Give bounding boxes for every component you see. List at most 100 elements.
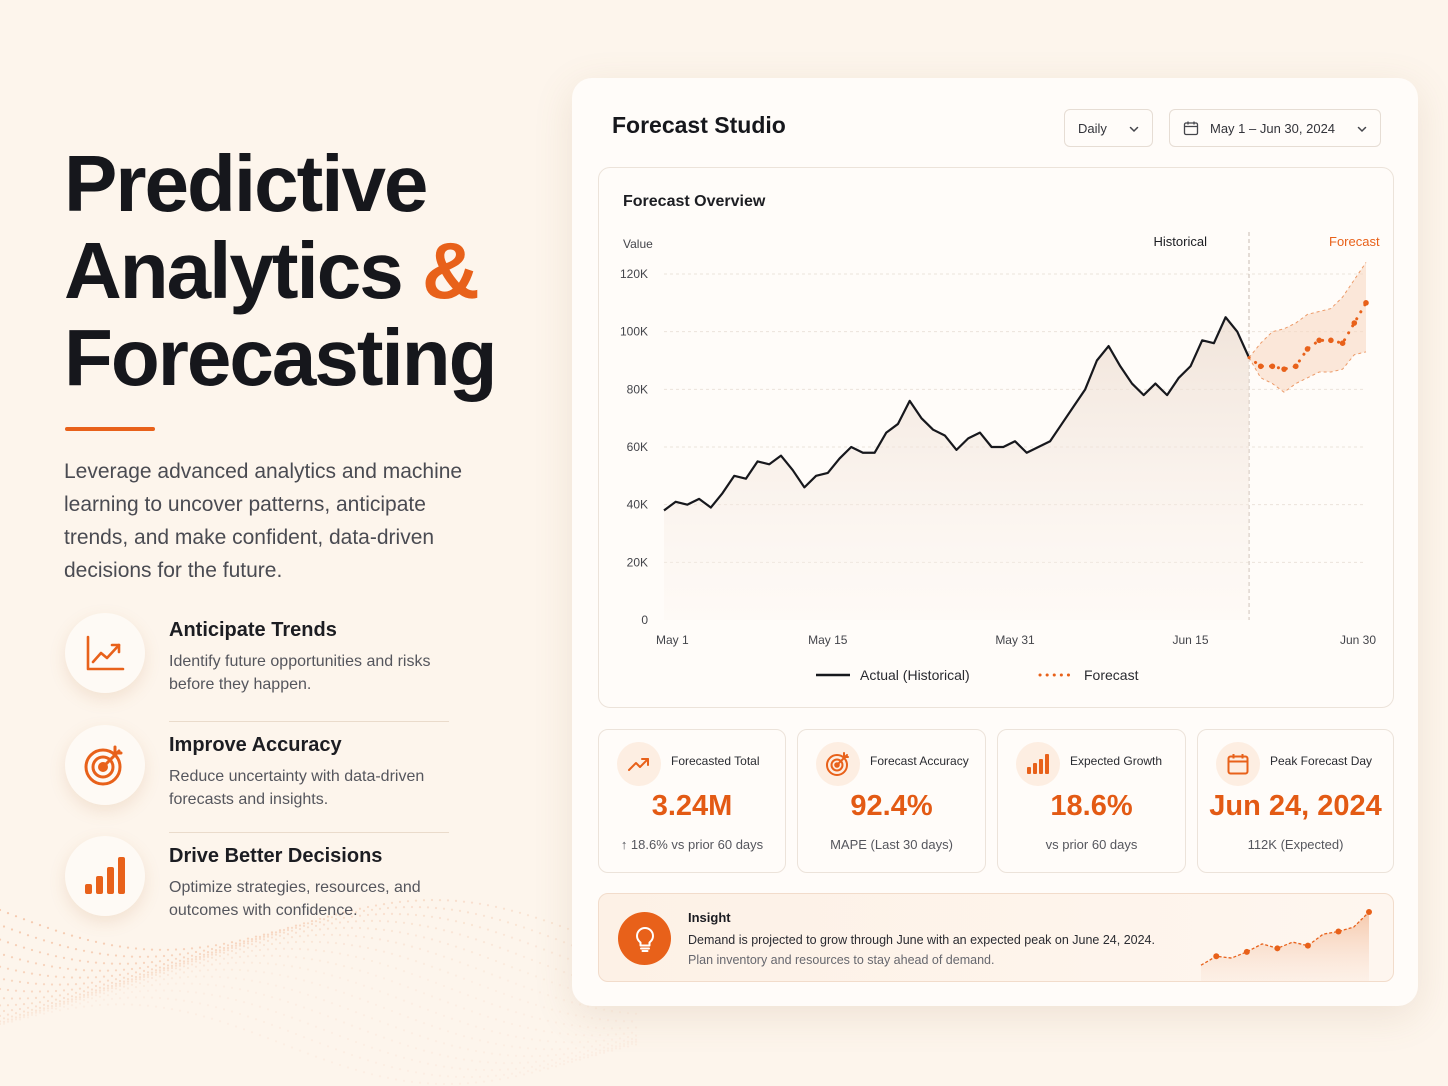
date-range-select[interactable]: May 1 – Jun 30, 2024: [1169, 109, 1381, 147]
calendar-icon: [1183, 121, 1199, 136]
granularity-value: Daily: [1078, 120, 1107, 136]
insight-banner: Insight Demand is projected to grow thro…: [598, 893, 1394, 982]
wave-dots: [0, 898, 638, 1086]
sparkline-area: [1201, 912, 1369, 982]
y-tick-label: 20K: [627, 555, 648, 569]
feature-item-anticipate-trends: Anticipate Trends Identify future opport…: [64, 610, 449, 721]
stat-label: Forecasted Total: [671, 754, 760, 768]
forecast-point: [1257, 363, 1264, 370]
date-range-value: May 1 – Jun 30, 2024: [1210, 120, 1336, 136]
insight-title: Insight: [688, 910, 731, 925]
target-icon: [65, 725, 145, 805]
insight-sparkline: [1200, 909, 1372, 982]
forecast-point: [1304, 346, 1311, 352]
stat-value: 3.24M: [651, 790, 733, 822]
forecast-point: [1281, 366, 1287, 372]
y-tick-label: 80K: [627, 382, 648, 396]
feature-title: Drive Better Decisions: [169, 845, 383, 867]
bar-chart-icon: [1016, 742, 1060, 786]
y-axis-title: Value: [623, 237, 653, 251]
hero-title-line1: Predictive: [64, 139, 428, 228]
forecast-band-lower: [1248, 351, 1367, 393]
forecast-point: [1351, 320, 1358, 326]
hero-divider: [65, 427, 155, 431]
hero-title: Predictive Analytics & Forecasting: [64, 140, 534, 401]
dot-wave-decoration: [0, 898, 638, 1086]
forecast-dashboard: Forecast Studio Daily May 1 – Jun 30, 20…: [572, 78, 1418, 1006]
stat-card-peak-forecast-day: Peak Forecast Day Jun 24, 2024 112K (Exp…: [1197, 729, 1394, 873]
forecast-confidence-band: [1249, 262, 1366, 393]
target-icon: [816, 742, 860, 786]
stat-label: Expected Growth: [1070, 754, 1163, 768]
forecast-band-upper: [1248, 262, 1367, 358]
legend-forecast-label: Forecast: [1084, 667, 1139, 683]
trend-up-icon: [65, 613, 145, 693]
x-tick-label: May 31: [995, 633, 1035, 647]
feature-description: Identify future opportunities and risks …: [169, 653, 431, 693]
trend-up-icon: [617, 742, 661, 786]
feature-title: Anticipate Trends: [169, 619, 337, 641]
y-tick-label: 120K: [620, 267, 648, 281]
x-tick-label: Jun 15: [1172, 633, 1208, 647]
x-tick-label: May 15: [808, 633, 848, 647]
chevron-down-icon: [1357, 126, 1367, 133]
historical-area: [664, 317, 1249, 620]
forecast-point: [1269, 363, 1276, 370]
stat-value: Jun 24, 2024: [1209, 790, 1382, 822]
y-tick-label: 100K: [620, 325, 648, 339]
sparkline-point: [1213, 953, 1220, 960]
forecast-point: [1339, 340, 1346, 346]
feature-list: Anticipate Trends Identify future opport…: [64, 610, 449, 943]
stat-value: 18.6%: [1050, 790, 1133, 822]
feature-item-improve-accuracy: Improve Accuracy Reduce uncertainty with…: [65, 721, 449, 832]
bar-chart-icon: [65, 836, 145, 916]
insight-text: Demand is projected to grow through June…: [688, 933, 1155, 947]
stat-subtext: 112K (Expected): [1247, 837, 1344, 852]
stat-card-forecast-accuracy: Forecast Accuracy 92.4% MAPE (Last 30 da…: [797, 729, 986, 873]
stat-label: Peak Forecast Day: [1270, 754, 1373, 768]
y-tick-label: 60K: [627, 440, 648, 454]
y-tick-label: 0: [641, 613, 648, 627]
granularity-select[interactable]: Daily: [1064, 109, 1153, 147]
hero-description: Leverage advanced analytics and machine …: [64, 460, 463, 582]
sparkline-point: [1274, 945, 1281, 952]
insight-subtext: Plan inventory and resources to stay ahe…: [688, 953, 995, 967]
sparkline-point: [1243, 948, 1250, 955]
legend-actual-label: Actual (Historical): [860, 667, 970, 683]
x-tick-label: Jun 30: [1340, 633, 1376, 647]
calendar-icon: [1216, 742, 1260, 786]
overview-title: Forecast Overview: [623, 193, 766, 210]
chevron-down-icon: [1129, 126, 1139, 133]
x-tick-label: May 1: [656, 633, 689, 647]
stat-card-forecasted-total: Forecasted Total 3.24M ↑ 18.6% vs prior …: [598, 729, 786, 873]
forecast-overview-panel: Forecast Overview Value 0 20K 40K 60K 80K 100K…: [598, 167, 1394, 708]
hero-section: Predictive Analytics & Forecasting Lever…: [64, 140, 534, 587]
feature-description: Reduce uncertainty with data-driven fore…: [169, 768, 425, 808]
stat-subtext: vs prior 60 days: [1045, 837, 1138, 852]
stat-card-expected-growth: Expected Growth 18.6% vs prior 60 days: [997, 729, 1186, 873]
historical-series-line: [663, 316, 1251, 512]
lightbulb-icon: [618, 912, 671, 965]
stat-subtext: ↑ 18.6% vs prior 60 days: [620, 837, 764, 852]
stat-subtext: MAPE (Last 30 days): [830, 837, 953, 852]
stat-label: Forecast Accuracy: [870, 754, 969, 768]
app-title: Forecast Studio: [612, 112, 786, 138]
forecast-point: [1316, 337, 1322, 344]
hero-title-line2: Analytics: [64, 226, 404, 315]
sparkline-point: [1304, 942, 1311, 949]
forecast-point: [1363, 300, 1369, 306]
y-tick-label: 40K: [627, 498, 648, 512]
forecast-region-label: Forecast: [1329, 234, 1380, 249]
hero-title-line3: Forecasting: [64, 313, 497, 402]
forecast-chart: Value 0 20K 40K 60K 80K 100K 120K May 1 May 15 May…: [620, 232, 1380, 683]
sparkline-point: [1366, 909, 1372, 915]
historical-region-label: Historical: [1154, 234, 1208, 249]
feature-description: Optimize strategies, resources, and outc…: [169, 879, 421, 919]
feature-item-drive-decisions: Drive Better Decisions Optimize strategi…: [65, 832, 449, 943]
feature-title: Improve Accuracy: [169, 734, 342, 756]
forecast-point: [1328, 337, 1334, 344]
stat-value: 92.4%: [850, 790, 933, 822]
sparkline-point: [1335, 928, 1342, 935]
forecast-point: [1293, 363, 1299, 370]
hero-title-ampersand: &: [421, 226, 480, 315]
